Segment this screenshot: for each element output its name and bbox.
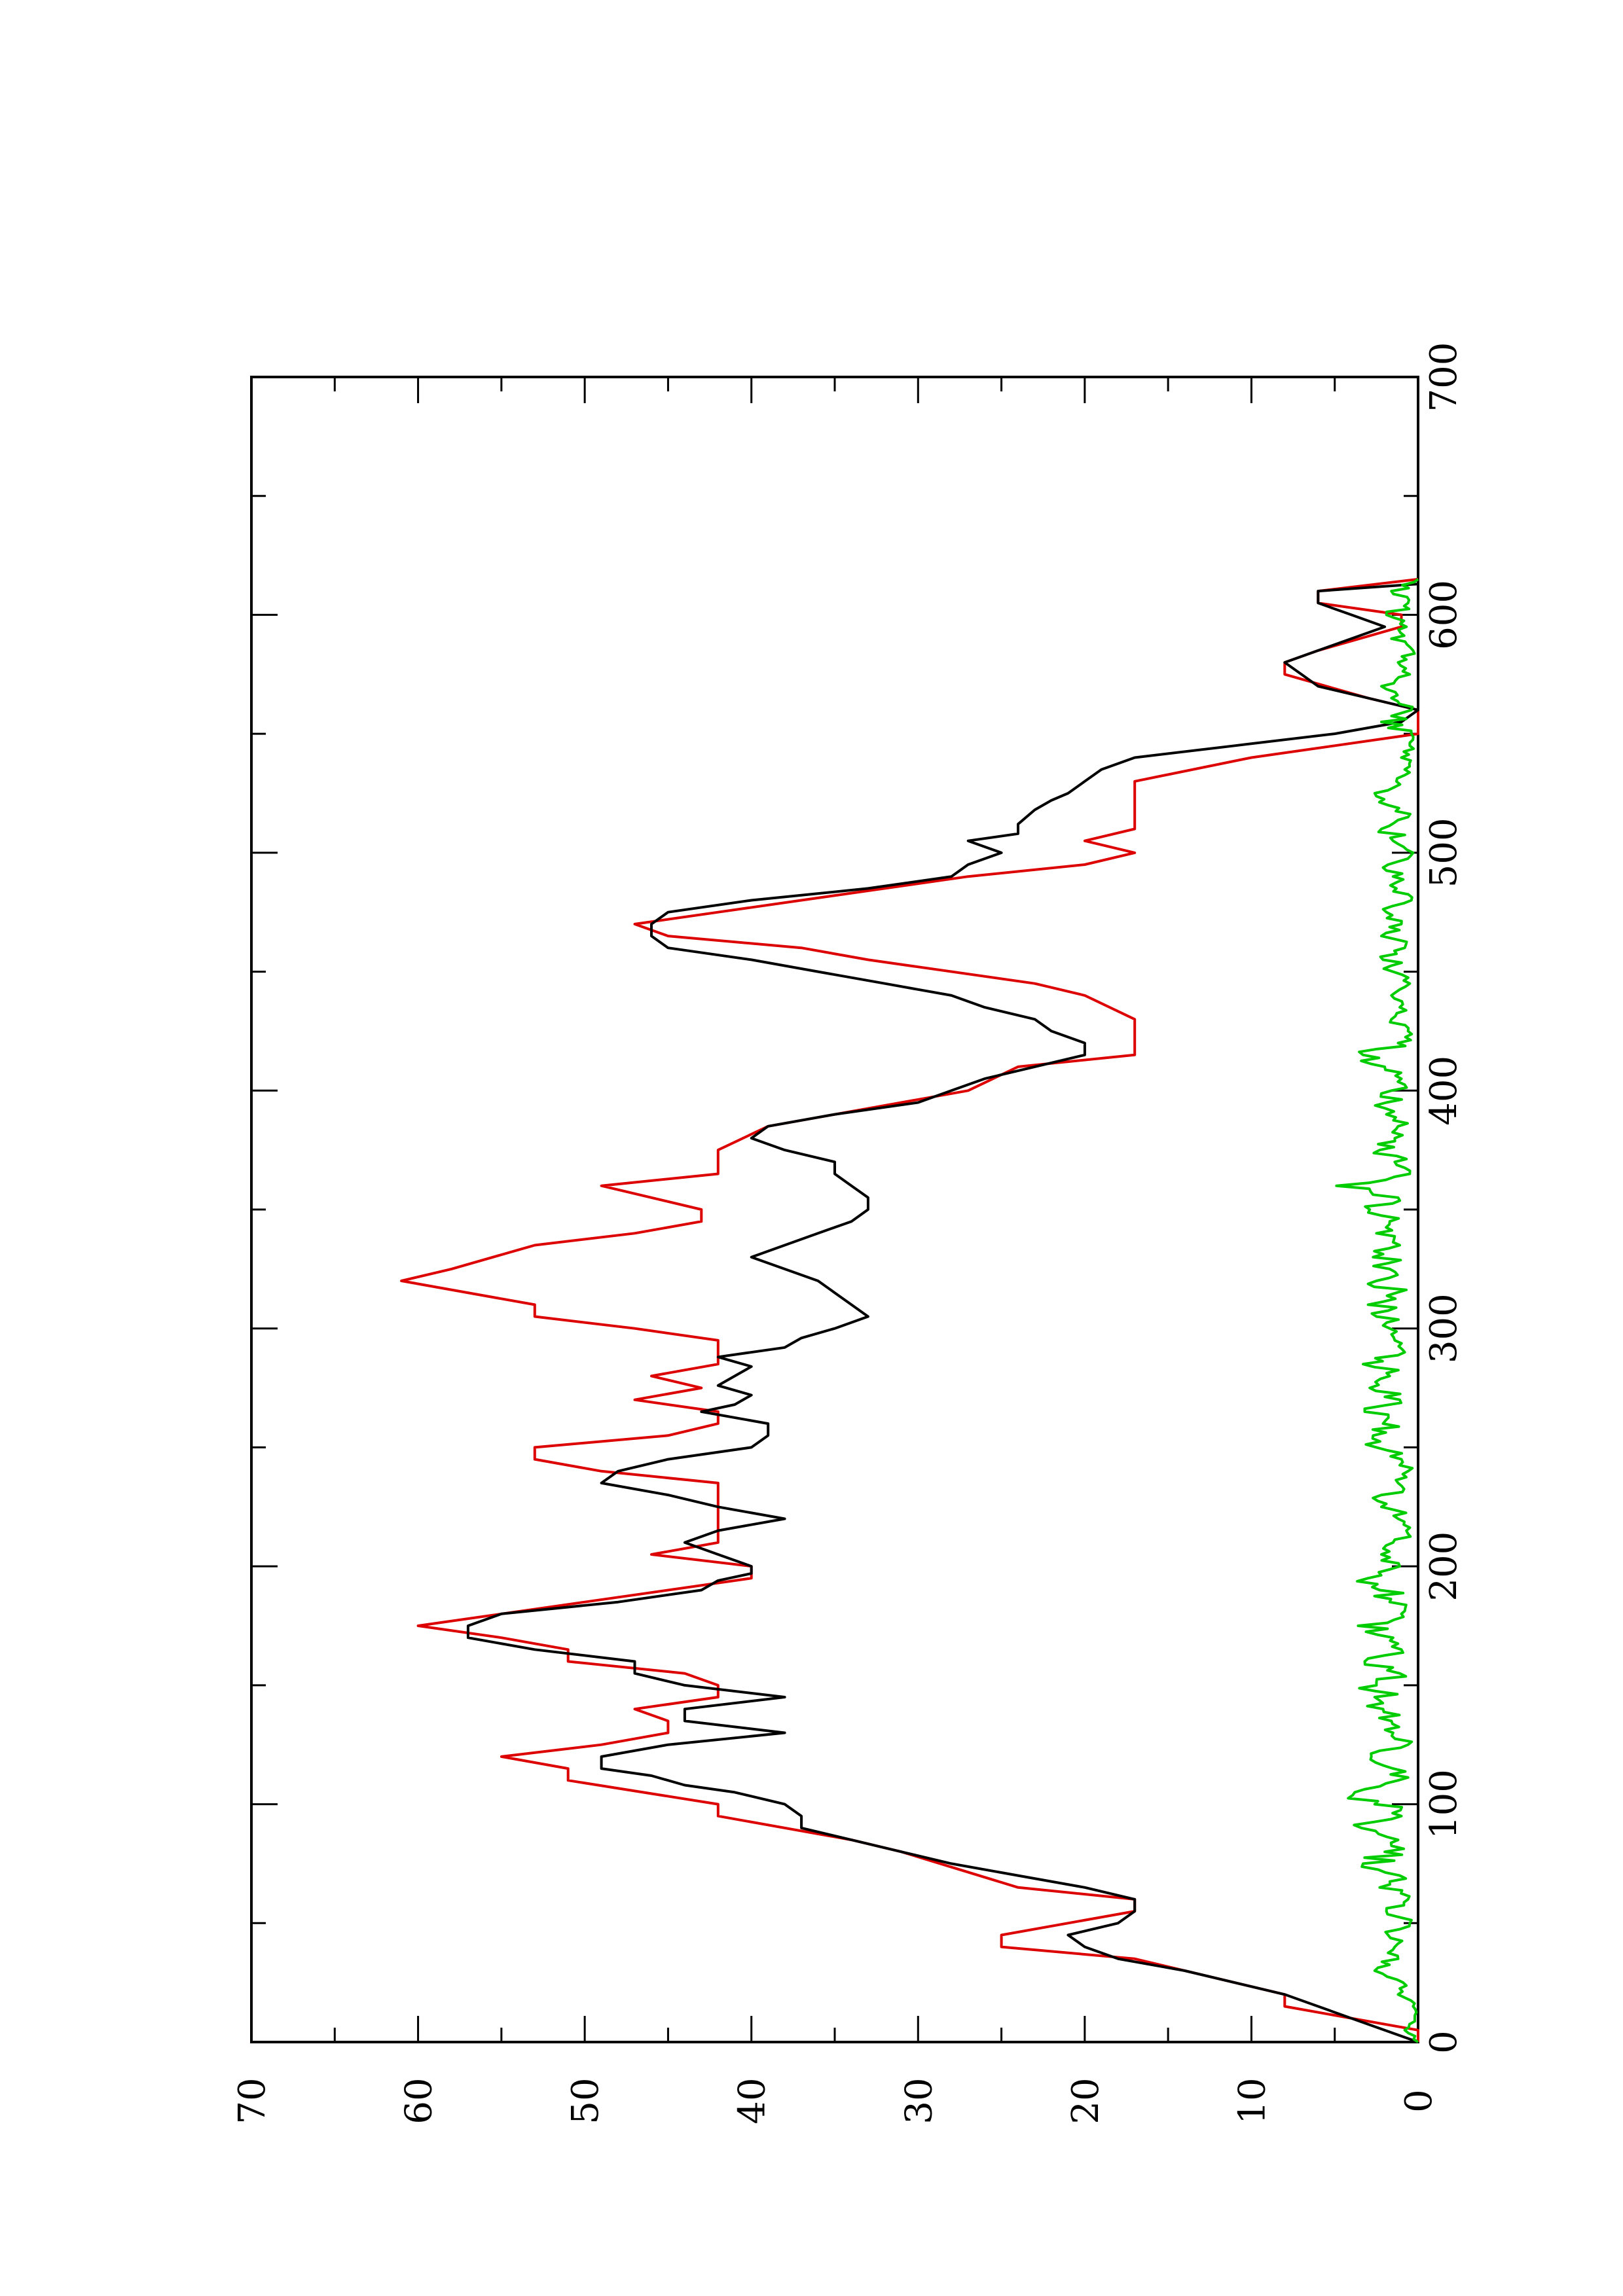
x-tick-label: 200 [1423,1532,1465,1602]
tick-labels: 0 100 200 300 400 500 600 700 0 10 20 30 40 50 60 70 [231,342,1465,2125]
y-tick-label: 10 [1231,2077,1273,2124]
x-tick-label: 600 [1423,580,1465,650]
x-tick-label: 700 [1423,342,1465,412]
y-tick-label: 30 [898,2077,940,2124]
x-tick-label: 0 [1423,2030,1465,2054]
x-tick-label: 100 [1423,1769,1465,1839]
y-tick-label: 50 [564,2077,607,2124]
axes [250,376,1419,2043]
y-tick-label: 70 [231,2077,274,2124]
plot-frame [250,376,1419,2043]
series-red-line [400,577,1419,2042]
y-tick-label: 0 [1398,2089,1440,2113]
y-tick-label: 60 [398,2077,441,2124]
x-tick-label: 400 [1423,1056,1465,1126]
x-tick-label: 500 [1423,817,1465,888]
y-tick-label: 40 [731,2077,774,2124]
series-black-line [466,583,1419,2043]
series-layer [400,577,1419,2043]
x-tick-label: 300 [1423,1293,1465,1363]
series-green-line [1335,578,1419,2043]
y-tick-label: 20 [1065,2077,1107,2124]
